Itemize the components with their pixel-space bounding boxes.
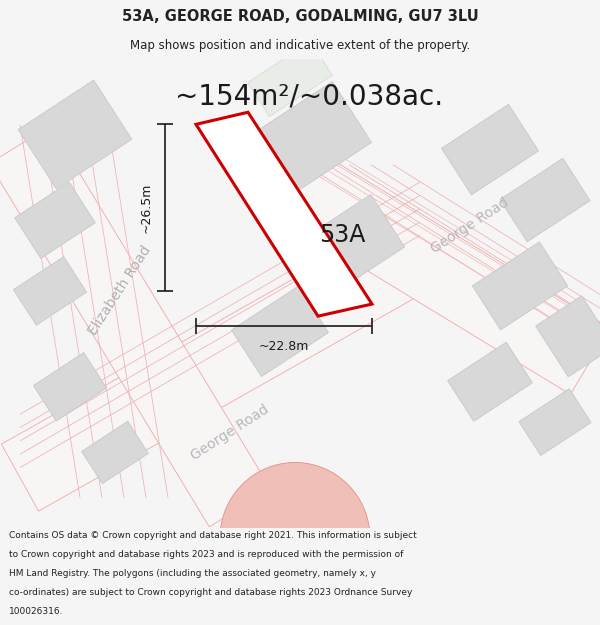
Polygon shape <box>295 194 404 296</box>
Text: Elizabeth Road: Elizabeth Road <box>86 244 154 338</box>
Polygon shape <box>0 126 271 527</box>
Polygon shape <box>1 212 449 511</box>
Polygon shape <box>82 421 148 484</box>
Polygon shape <box>34 352 107 421</box>
Polygon shape <box>248 41 332 116</box>
Polygon shape <box>519 389 591 456</box>
Text: Map shows position and indicative extent of the property.: Map shows position and indicative extent… <box>130 39 470 52</box>
Polygon shape <box>536 296 600 377</box>
Text: 53A: 53A <box>319 223 365 248</box>
Polygon shape <box>18 80 132 189</box>
Text: George Road: George Road <box>428 195 512 256</box>
Text: co-ordinates) are subject to Crown copyright and database rights 2023 Ordnance S: co-ordinates) are subject to Crown copyr… <box>9 588 412 597</box>
Text: 53A, GEORGE ROAD, GODALMING, GU7 3LU: 53A, GEORGE ROAD, GODALMING, GU7 3LU <box>122 9 478 24</box>
Polygon shape <box>232 286 329 376</box>
Text: ~22.8m: ~22.8m <box>259 341 309 353</box>
Polygon shape <box>442 104 539 195</box>
Polygon shape <box>448 342 532 421</box>
Text: 100026316.: 100026316. <box>9 607 64 616</box>
Polygon shape <box>220 462 370 538</box>
Text: ~26.5m: ~26.5m <box>140 182 153 233</box>
Polygon shape <box>14 182 95 259</box>
Polygon shape <box>13 257 86 325</box>
Text: Contains OS data © Crown copyright and database right 2021. This information is : Contains OS data © Crown copyright and d… <box>9 531 417 540</box>
Polygon shape <box>500 158 590 242</box>
Text: to Crown copyright and database rights 2023 and is reproduced with the permissio: to Crown copyright and database rights 2… <box>9 550 403 559</box>
Text: HM Land Registry. The polygons (including the associated geometry, namely x, y: HM Land Registry. The polygons (includin… <box>9 569 376 578</box>
Polygon shape <box>248 81 371 198</box>
Polygon shape <box>472 242 568 330</box>
Polygon shape <box>196 112 372 316</box>
Text: ~154m²/~0.038ac.: ~154m²/~0.038ac. <box>175 82 443 110</box>
Polygon shape <box>280 152 600 394</box>
Text: George Road: George Road <box>188 402 272 462</box>
